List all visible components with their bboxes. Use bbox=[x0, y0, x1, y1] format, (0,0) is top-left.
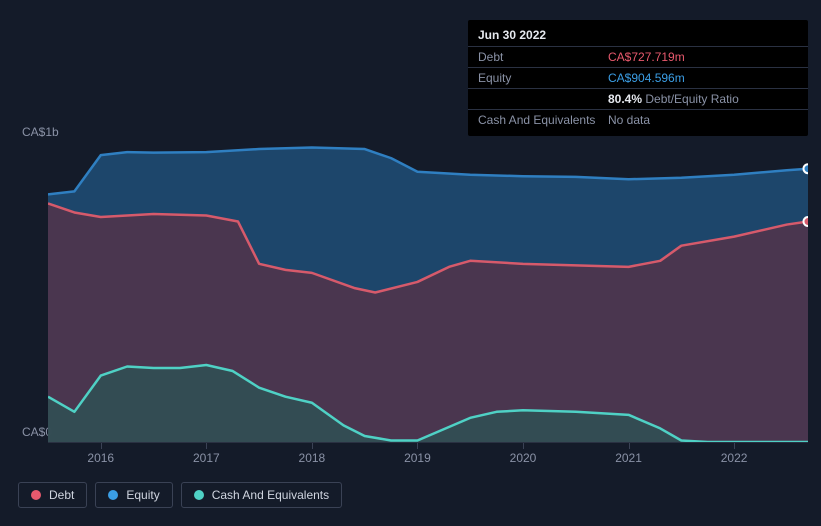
tooltip-row-cash: Cash And Equivalents No data bbox=[468, 109, 808, 130]
x-tick-label: 2017 bbox=[193, 451, 220, 465]
cash-legend-dot-icon bbox=[194, 490, 204, 500]
x-tick bbox=[734, 443, 735, 449]
x-tick-label: 2020 bbox=[510, 451, 537, 465]
tooltip-debt-value: CA$727.719m bbox=[608, 50, 798, 64]
x-tick-label: 2019 bbox=[404, 451, 431, 465]
x-axis: 2016 2017 2018 2019 2020 2021 2022 bbox=[48, 442, 808, 470]
legend-item-equity[interactable]: Equity bbox=[95, 482, 172, 508]
debt-legend-dot-icon bbox=[31, 490, 41, 500]
tooltip-row-equity: Equity CA$904.596m bbox=[468, 67, 808, 88]
y-axis-top-label: CA$1b bbox=[22, 125, 59, 139]
tooltip-cash-label: Cash And Equivalents bbox=[478, 113, 608, 127]
tooltip-row-debt: Debt CA$727.719m bbox=[468, 46, 808, 67]
tooltip-equity-value: CA$904.596m bbox=[608, 71, 798, 85]
legend: Debt Equity Cash And Equivalents bbox=[18, 482, 342, 508]
x-tick bbox=[206, 443, 207, 449]
x-tick bbox=[101, 443, 102, 449]
debt-end-marker bbox=[804, 217, 809, 226]
x-tick-label: 2022 bbox=[721, 451, 748, 465]
tooltip-cash-value: No data bbox=[608, 113, 798, 127]
tooltip-ratio-pct: 80.4% bbox=[608, 92, 642, 106]
x-tick bbox=[523, 443, 524, 449]
legend-item-cash[interactable]: Cash And Equivalents bbox=[181, 482, 342, 508]
tooltip-row-ratio: 80.4% Debt/Equity Ratio bbox=[468, 88, 808, 109]
legend-label: Cash And Equivalents bbox=[212, 488, 329, 502]
equity-legend-dot-icon bbox=[108, 490, 118, 500]
chart-svg bbox=[48, 140, 808, 442]
tooltip-date: Jun 30 2022 bbox=[468, 26, 808, 46]
legend-item-debt[interactable]: Debt bbox=[18, 482, 87, 508]
hover-tooltip: Jun 30 2022 Debt CA$727.719m Equity CA$9… bbox=[468, 20, 808, 136]
x-tick-label: 2018 bbox=[299, 451, 326, 465]
x-tick-label: 2021 bbox=[615, 451, 642, 465]
x-tick-label: 2016 bbox=[87, 451, 114, 465]
tooltip-equity-label: Equity bbox=[478, 71, 608, 85]
tooltip-ratio-value: 80.4% Debt/Equity Ratio bbox=[608, 92, 798, 106]
x-tick bbox=[629, 443, 630, 449]
x-tick bbox=[312, 443, 313, 449]
tooltip-debt-label: Debt bbox=[478, 50, 608, 64]
chart-plot[interactable] bbox=[48, 140, 808, 442]
tooltip-ratio-label: Debt/Equity Ratio bbox=[645, 92, 738, 106]
legend-label: Debt bbox=[49, 488, 74, 502]
tooltip-ratio-spacer bbox=[478, 92, 608, 106]
x-tick bbox=[417, 443, 418, 449]
legend-label: Equity bbox=[126, 488, 159, 502]
equity-end-marker bbox=[804, 164, 809, 173]
